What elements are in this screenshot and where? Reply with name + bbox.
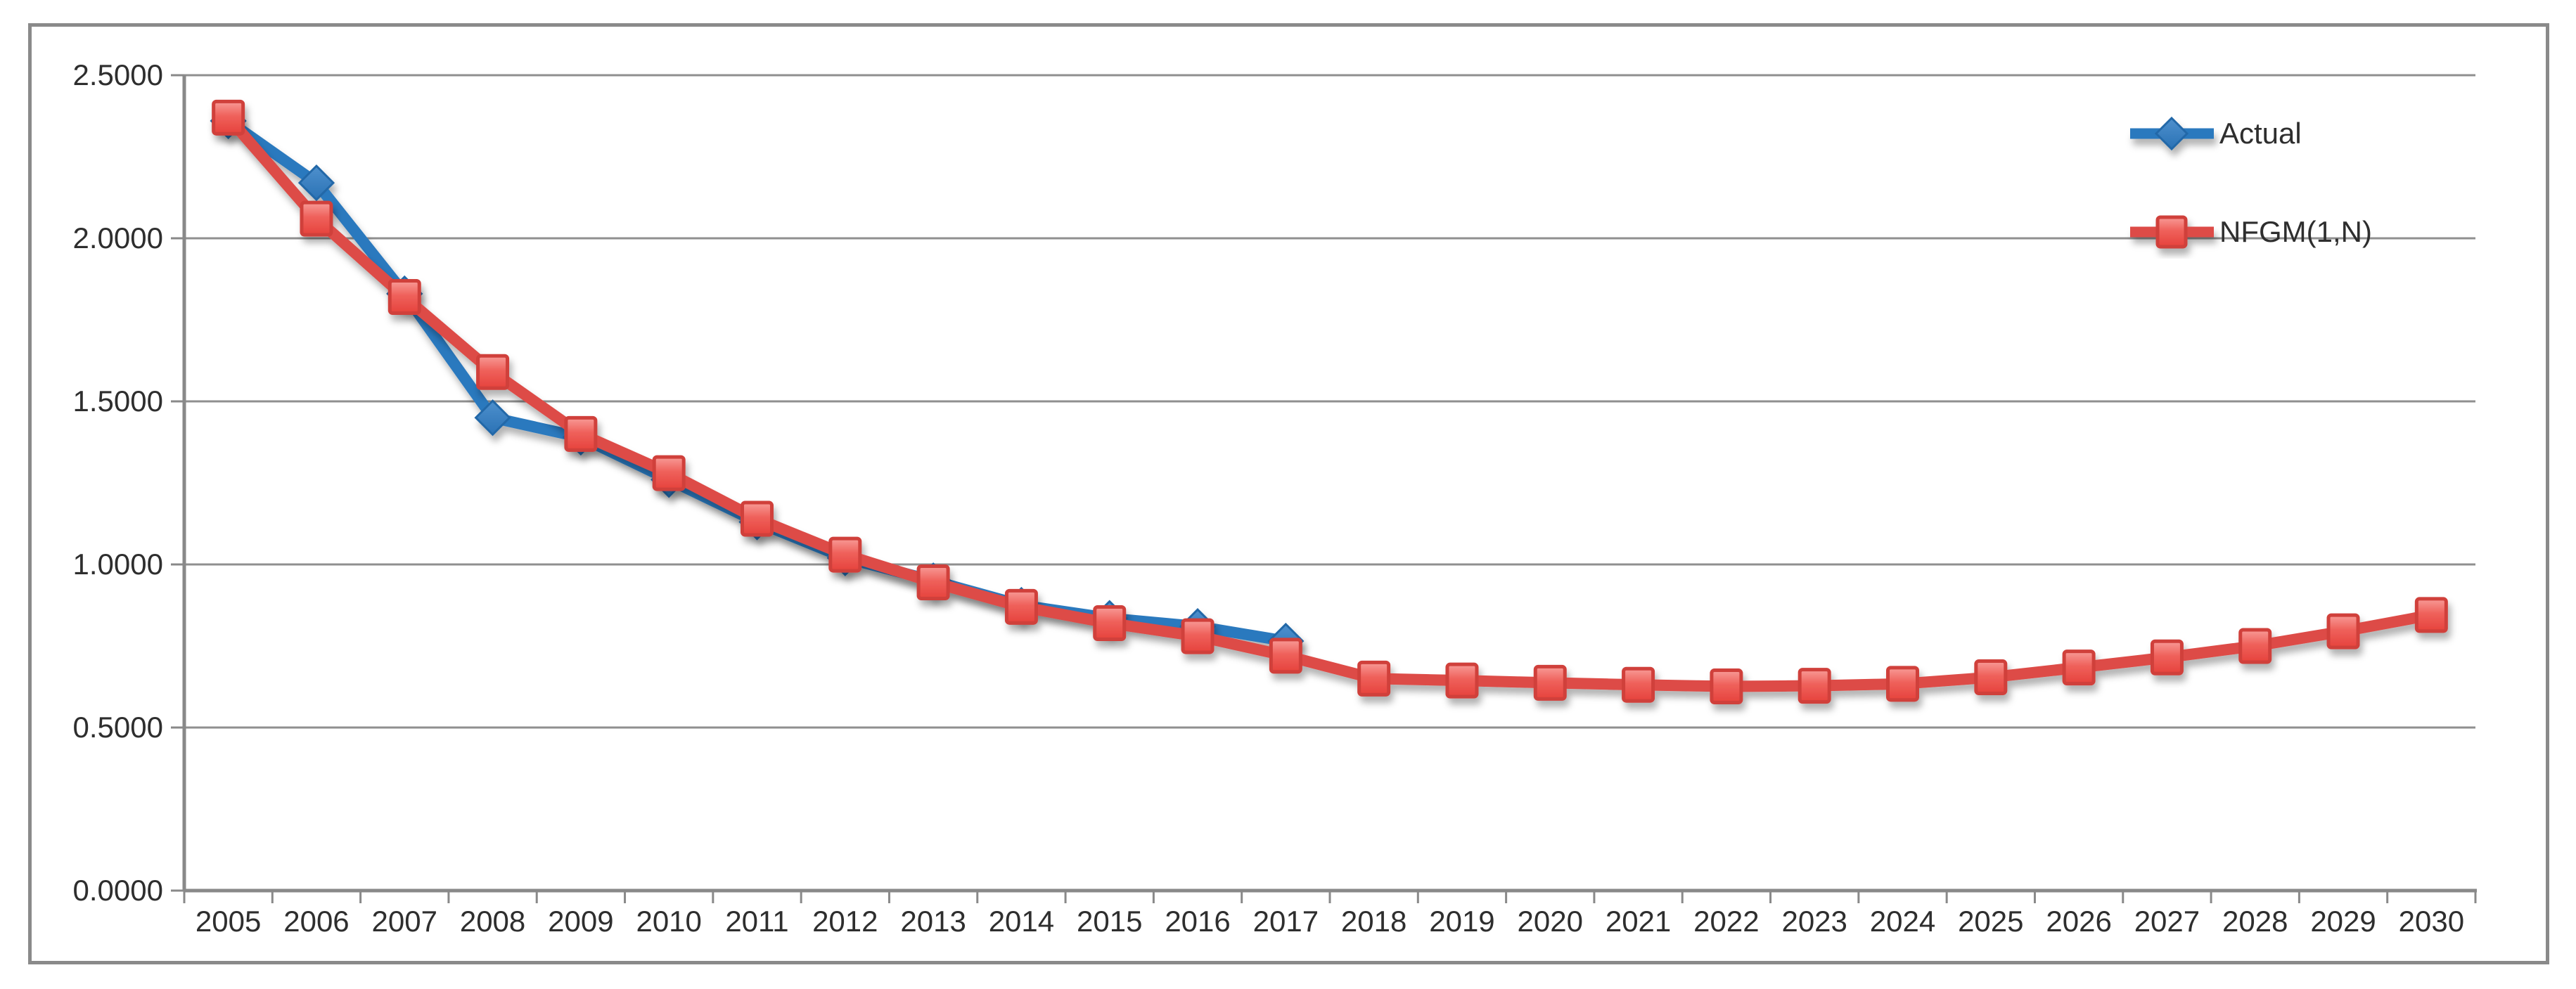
x-tick-label: 2011 [725,905,789,938]
legend-samples [2130,116,2214,249]
square-marker [1710,668,1743,705]
square-marker [916,564,950,601]
axes [171,74,2477,903]
square-marker [300,200,333,237]
x-tick-label: 2006 [283,905,350,938]
diamond-marker [474,399,511,437]
legend-label-actual: Actual [2219,117,2302,150]
square-marker [1181,618,1215,654]
square-marker [2062,649,2096,686]
square-marker [2326,613,2360,649]
series-line [222,115,1292,647]
legend-sample-actual [2130,116,2214,151]
y-tick-label: 1.0000 [72,548,163,581]
series-nfgm-1-n- [212,99,2448,705]
x-tick-label: 2016 [1165,905,1231,938]
square-marker [564,415,598,452]
square-marker [387,279,421,316]
x-tick-label: 2005 [195,905,262,938]
square-marker [1622,666,1655,703]
square-marker [828,536,862,573]
figure-border [28,23,2549,964]
data-series [210,99,2448,705]
square-marker [2414,597,2448,633]
square-marker [1798,668,1831,704]
square-marker [2155,215,2188,249]
square-marker [741,500,774,537]
diamond-marker [2154,116,2189,151]
x-tick-label: 2008 [459,905,526,938]
x-tick-label: 2015 [1077,905,1143,938]
x-tick-label: 2009 [548,905,614,938]
x-tick-label: 2007 [371,905,437,938]
square-marker [476,354,510,390]
x-tick-label: 2026 [2046,905,2112,938]
x-tick-label: 2014 [988,905,1055,938]
square-marker [1357,660,1391,697]
square-marker [212,99,245,136]
x-tick-label: 2010 [636,905,702,938]
x-tick-label: 2018 [1340,905,1407,938]
y-tick-label: 0.0000 [72,874,163,907]
square-marker [1004,588,1038,625]
series-actual [210,102,1305,660]
x-tick-label: 2017 [1252,905,1319,938]
x-tick-label: 2030 [2398,905,2465,938]
x-tick-label: 2019 [1429,905,1495,938]
square-marker [1974,659,2008,696]
legend-label-nfgm: NFGM(1,N) [2219,215,2372,248]
x-tick-label: 2021 [1605,905,1672,938]
x-tick-label: 2027 [2134,905,2200,938]
x-tick-label: 2013 [900,905,966,938]
square-marker [1445,662,1479,699]
gridlines [184,74,2475,729]
x-tick-label: 2028 [2222,905,2288,938]
square-marker [1093,605,1127,642]
square-marker [2150,639,2184,676]
x-tick-label: 2022 [1693,905,1760,938]
square-marker [1533,664,1567,701]
x-tick-label: 2029 [2310,905,2376,938]
y-tick-label: 2.5000 [72,58,163,91]
square-marker [1269,638,1302,674]
y-tick-label: 0.5000 [72,711,163,744]
square-marker [652,455,686,491]
square-marker [2238,628,2272,664]
x-tick-label: 2020 [1517,905,1583,938]
x-tick-label: 2023 [1781,905,1847,938]
y-tick-label: 2.0000 [72,221,163,254]
y-tick-label: 1.5000 [72,384,163,418]
x-tick-label: 2025 [1958,905,2024,938]
legend-sample-nfgm [2130,215,2214,249]
x-tick-label: 2024 [1869,905,1936,938]
x-tick-label: 2012 [812,905,878,938]
square-marker [1886,666,1919,702]
diamond-marker [297,164,335,202]
